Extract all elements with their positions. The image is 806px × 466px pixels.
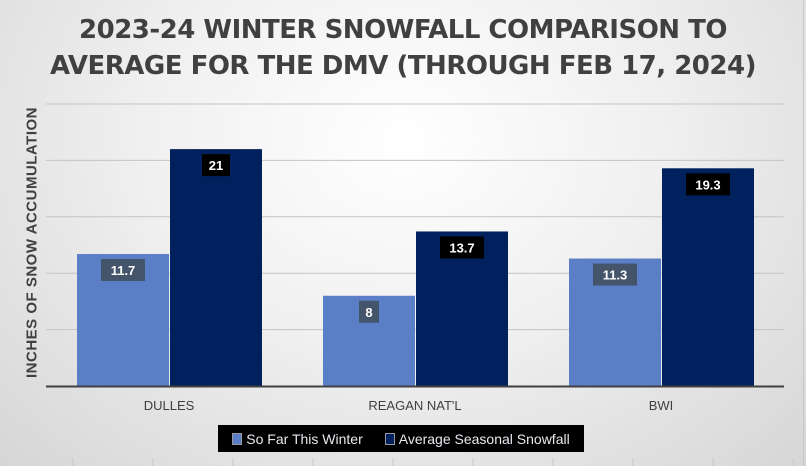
- legend-swatch-average: [384, 432, 395, 445]
- legend-swatch-so-far: [232, 432, 243, 445]
- legend-item-so-far: So Far This Winter: [232, 430, 363, 447]
- chart-title: 2023-24 WINTER SNOWFALL COMPARISON TO AV…: [0, 12, 806, 84]
- bar: [170, 149, 262, 386]
- data-label: 11.3: [603, 268, 628, 283]
- data-label: 21: [209, 158, 223, 173]
- data-label-box: [359, 300, 379, 323]
- data-label-box: [593, 263, 637, 286]
- data-label: 11.7: [111, 263, 136, 278]
- x-tick-label: DULLES: [144, 398, 195, 413]
- legend: So Far This Winter Average Seasonal Snow…: [218, 425, 584, 452]
- data-label-box: [101, 259, 145, 282]
- x-tick-label: REAGAN NAT'L: [368, 398, 461, 413]
- data-label-box: [440, 236, 484, 259]
- data-label: 19.3: [695, 177, 720, 192]
- legend-label-average: Average Seasonal Snowfall: [398, 430, 570, 447]
- spreadsheet-cell-grid: [72, 458, 794, 466]
- data-label: 8: [365, 305, 372, 320]
- chart-title-line-2: AVERAGE FOR THE DMV (THROUGH FEB 17, 202…: [50, 51, 756, 81]
- x-tick-label: BWI: [649, 398, 674, 413]
- data-label-box: [686, 173, 730, 196]
- legend-item-average: Average Seasonal Snowfall: [384, 430, 570, 447]
- chart-title-line-1: 2023-24 WINTER SNOWFALL COMPARISON TO: [79, 15, 727, 45]
- bar: [662, 168, 754, 386]
- data-label: 13.7: [449, 240, 474, 255]
- legend-label-so-far: So Far This Winter: [246, 430, 363, 447]
- data-label-box: [202, 154, 230, 177]
